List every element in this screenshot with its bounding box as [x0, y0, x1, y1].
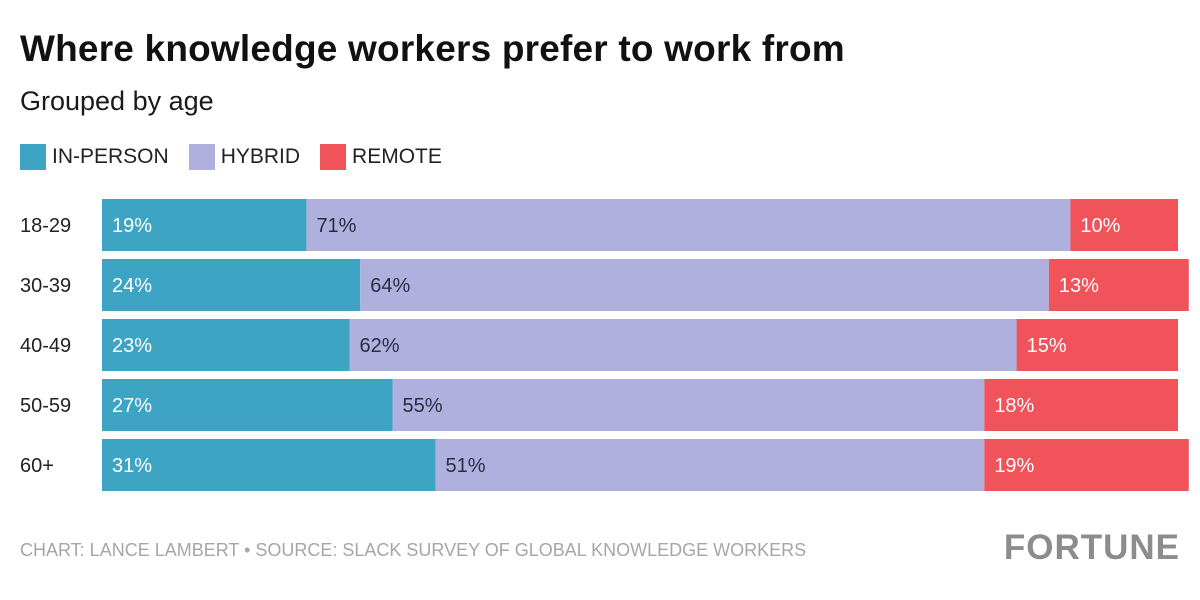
source-credit: CHART: LANCE LAMBERT • SOURCE: SLACK SUR…	[20, 540, 807, 560]
data-label-remote-30-39: 13%	[1059, 275, 1099, 297]
bar-in-person-60	[102, 439, 436, 491]
legend-swatch-in-person	[20, 144, 46, 170]
bar-remote-50-59	[984, 379, 1178, 431]
data-label-remote-40-49: 15%	[1027, 335, 1067, 357]
chart-title: Where knowledge workers prefer to work f…	[20, 28, 845, 69]
chart-subtitle: Grouped by age	[20, 86, 214, 116]
category-label-30-39: 30-39	[20, 275, 71, 297]
legend-swatch-hybrid	[188, 144, 215, 170]
bar-in-person-50-59	[102, 379, 393, 431]
legend-swatch-remote	[320, 144, 347, 170]
data-label-hybrid-50-59: 55%	[403, 395, 443, 417]
bar-in-person-18-29	[102, 199, 307, 251]
data-label-in-person-40-49: 23%	[112, 335, 152, 357]
data-label-hybrid-30-39: 64%	[370, 275, 410, 297]
category-label-50-59: 50-59	[20, 395, 71, 417]
legend-item-hybrid: HYBRID	[188, 144, 301, 170]
data-label-hybrid-40-49: 62%	[359, 335, 399, 357]
legend-label-hybrid: HYBRID	[220, 145, 301, 168]
data-label-remote-50-59: 18%	[994, 395, 1034, 417]
bar-hybrid-50-59	[392, 379, 985, 431]
data-label-in-person-30-39: 24%	[112, 275, 152, 297]
bar-in-person-40-49	[102, 319, 350, 371]
bar-in-person-30-39	[102, 259, 361, 311]
bar-remote-40-49	[1016, 319, 1178, 371]
legend-item-remote: REMOTE	[320, 144, 442, 170]
legend: IN-PERSON HYBRID REMOTE	[20, 144, 462, 170]
bar-hybrid-18-29	[306, 199, 1071, 251]
bar-hybrid-40-49	[349, 319, 1017, 371]
bar-remote-60	[984, 439, 1189, 491]
bar-hybrid-30-39	[360, 259, 1049, 311]
legend-label-remote: REMOTE	[352, 145, 442, 168]
legend-item-in-person: IN-PERSON	[20, 144, 169, 170]
bar-hybrid-60	[435, 439, 985, 491]
bar-remote-18-29	[1070, 199, 1178, 251]
category-label-18-29: 18-29	[20, 215, 71, 237]
bar-remote-30-39	[1048, 259, 1189, 311]
category-label-40-49: 40-49	[20, 335, 71, 357]
data-label-in-person-50-59: 27%	[112, 395, 152, 417]
data-label-in-person-18-29: 19%	[112, 215, 152, 237]
data-label-hybrid-60: 51%	[446, 455, 486, 477]
data-label-remote-60: 19%	[994, 455, 1034, 477]
category-label-60: 60+	[20, 455, 54, 477]
data-label-remote-18-29: 10%	[1080, 215, 1120, 237]
data-label-hybrid-18-29: 71%	[316, 215, 356, 237]
fortune-logo: FORTUNE	[1003, 528, 1180, 567]
legend-label-in-person: IN-PERSON	[52, 145, 169, 168]
data-label-in-person-60: 31%	[112, 455, 152, 477]
